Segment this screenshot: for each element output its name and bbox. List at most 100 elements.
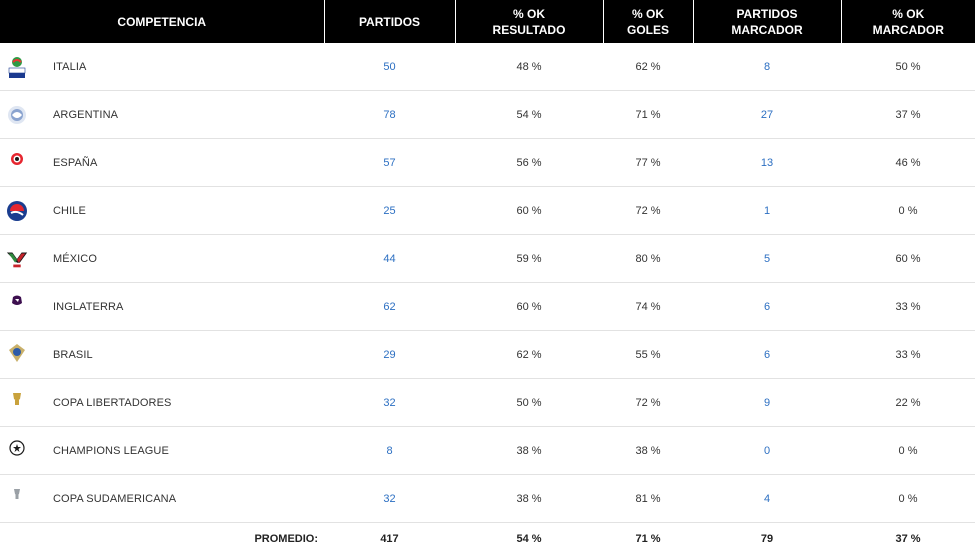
- partidos-cell: 44: [324, 234, 455, 284]
- partidos-marcador-link[interactable]: 6: [763, 300, 771, 313]
- table-row: ITALIA 50 48 % 62 % 8 50 %: [0, 43, 975, 92]
- partidos-link[interactable]: 62: [383, 300, 396, 313]
- ok-goles-cell: 74 %: [603, 282, 693, 332]
- partidos-link[interactable]: 29: [383, 348, 396, 361]
- promedio-row: PROMEDIO: 417 54 % 71 % 79 37 %: [0, 522, 975, 555]
- ok-resultado-cell: 54 %: [455, 90, 603, 140]
- partidos-link[interactable]: 57: [383, 156, 396, 169]
- competition-name[interactable]: COPA LIBERTADORES: [53, 396, 172, 409]
- promedio-ok-marcador: 37 %: [841, 522, 975, 555]
- partidos-cell: 8: [324, 426, 455, 476]
- ok-marcador-cell: 33 %: [841, 282, 975, 332]
- ok-goles-cell: 62 %: [603, 43, 693, 92]
- chile-league-logo-icon: [5, 199, 29, 223]
- serie-a-logo-icon: [5, 55, 29, 79]
- partidos-cell: 32: [324, 378, 455, 428]
- ok-marcador-cell: 60 %: [841, 234, 975, 284]
- partidos-marcador-cell: 9: [693, 378, 841, 428]
- ok-resultado-cell: 60 %: [455, 282, 603, 332]
- partidos-marcador-cell: 5: [693, 234, 841, 284]
- partidos-marcador-cell: 6: [693, 282, 841, 332]
- header-ok-marcador: % OK MARCADOR: [841, 0, 975, 43]
- competition-name[interactable]: INGLATERRA: [53, 300, 124, 313]
- competition-name[interactable]: ITALIA: [53, 60, 87, 73]
- ok-resultado-cell: 38 %: [455, 426, 603, 476]
- partidos-marcador-link[interactable]: 1: [763, 204, 771, 217]
- brasileirao-logo-icon: [5, 343, 29, 367]
- ok-resultado-cell: 38 %: [455, 474, 603, 524]
- partidos-link[interactable]: 25: [383, 204, 396, 217]
- promedio-partidos: 417: [324, 522, 455, 555]
- competition-name[interactable]: CHAMPIONS LEAGUE: [53, 444, 169, 457]
- partidos-marcador-cell: 0: [693, 426, 841, 476]
- header-ok-goles: % OK GOLES: [603, 0, 694, 43]
- header-competencia: COMPETENCIA: [0, 0, 325, 43]
- laliga-logo-icon: [5, 151, 29, 175]
- competition-name[interactable]: ARGENTINA: [53, 108, 119, 121]
- partidos-link[interactable]: 8: [386, 444, 393, 457]
- ok-marcador-cell: 33 %: [841, 330, 975, 380]
- partidos-marcador-cell: 6: [693, 330, 841, 380]
- ok-goles-cell: 55 %: [603, 330, 693, 380]
- partidos-link[interactable]: 32: [383, 492, 396, 505]
- ok-resultado-cell: 62 %: [455, 330, 603, 380]
- ok-marcador-cell: 22 %: [841, 378, 975, 428]
- ok-goles-cell: 77 %: [603, 138, 693, 188]
- partidos-cell: 62: [324, 282, 455, 332]
- ok-goles-cell: 81 %: [603, 474, 693, 524]
- competition-name[interactable]: MÉXICO: [53, 252, 97, 265]
- ok-marcador-cell: 0 %: [841, 186, 975, 236]
- partidos-marcador-link[interactable]: 6: [763, 348, 771, 361]
- ok-marcador-cell: 46 %: [841, 138, 975, 188]
- partidos-cell: 25: [324, 186, 455, 236]
- partidos-cell: 50: [324, 43, 455, 92]
- table-row: CHAMPIONS LEAGUE 8 38 % 38 % 0 0 %: [0, 426, 975, 476]
- partidos-marcador-link[interactable]: 27: [760, 108, 774, 121]
- competition-cell: CHAMPIONS LEAGUE: [0, 426, 324, 476]
- promedio-partidos-marcador: 79: [693, 522, 841, 555]
- competition-cell: INGLATERRA: [0, 282, 324, 332]
- partidos-link[interactable]: 78: [383, 108, 396, 121]
- ok-resultado-cell: 56 %: [455, 138, 603, 188]
- ok-marcador-cell: 0 %: [841, 474, 975, 524]
- partidos-cell: 57: [324, 138, 455, 188]
- competition-cell: CHILE: [0, 186, 324, 236]
- partidos-link[interactable]: 44: [383, 252, 396, 265]
- liga-mx-logo-icon: [5, 247, 29, 271]
- competition-cell: ARGENTINA: [0, 90, 324, 140]
- competition-name[interactable]: COPA SUDAMERICANA: [53, 492, 177, 505]
- premier-league-logo-icon: [5, 295, 29, 319]
- partidos-marcador-link[interactable]: 5: [763, 252, 771, 265]
- competition-name[interactable]: CHILE: [53, 204, 86, 217]
- promedio-label: PROMEDIO:: [0, 522, 324, 555]
- table-row: MÉXICO 44 59 % 80 % 5 60 %: [0, 234, 975, 284]
- competition-name[interactable]: ESPAÑA: [53, 156, 98, 169]
- partidos-marcador-link[interactable]: 9: [763, 396, 771, 409]
- partidos-marcador-cell: 27: [693, 90, 841, 140]
- table-header-row: COMPETENCIA PARTIDOS % OK RESULTADO % OK G…: [0, 0, 975, 43]
- partidos-marcador-link[interactable]: 8: [763, 60, 771, 73]
- partidos-marcador-cell: 8: [693, 43, 841, 92]
- table-row: BRASIL 29 62 % 55 % 6 33 %: [0, 330, 975, 380]
- competition-cell: ESPAÑA: [0, 138, 324, 188]
- ok-marcador-cell: 0 %: [841, 426, 975, 476]
- header-partidos-marcador: PARTIDOS MARCADOR: [693, 0, 842, 43]
- partidos-marcador-link[interactable]: 13: [760, 156, 774, 169]
- competition-name[interactable]: BRASIL: [53, 348, 93, 361]
- partidos-marcador-link[interactable]: 0: [763, 444, 771, 457]
- partidos-cell: 29: [324, 330, 455, 380]
- table-row: COPA SUDAMERICANA 32 38 % 81 % 4 0 %: [0, 474, 975, 524]
- partidos-link[interactable]: 50: [383, 60, 396, 73]
- copa-sudamericana-logo-icon: [5, 487, 29, 511]
- ok-goles-cell: 38 %: [603, 426, 693, 476]
- partidos-marcador-cell: 13: [693, 138, 841, 188]
- competition-cell: ITALIA: [0, 43, 324, 92]
- competition-cell: COPA SUDAMERICANA: [0, 474, 324, 524]
- header-ok-resultado: % OK RESULTADO: [455, 0, 604, 43]
- table-row: COPA LIBERTADORES 32 50 % 72 % 9 22 %: [0, 378, 975, 428]
- ok-resultado-cell: 59 %: [455, 234, 603, 284]
- ok-goles-cell: 71 %: [603, 90, 693, 140]
- partidos-marcador-link[interactable]: 4: [763, 492, 771, 505]
- partidos-link[interactable]: 32: [383, 396, 396, 409]
